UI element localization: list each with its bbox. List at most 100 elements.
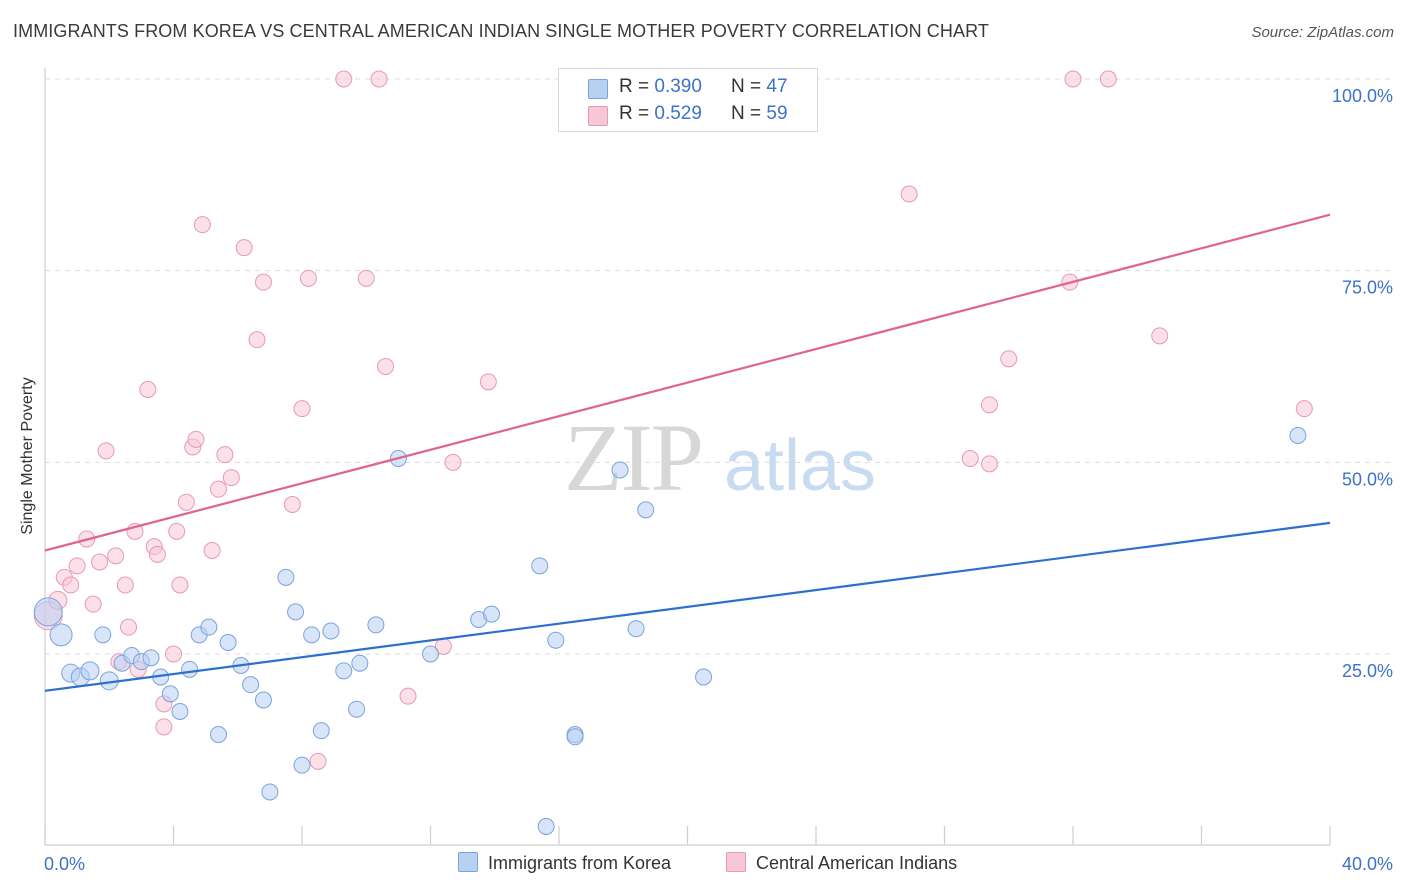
bottom-legend-korea: Immigrants from Korea bbox=[458, 852, 671, 874]
chart-title: IMMIGRANTS FROM KOREA VS CENTRAL AMERICA… bbox=[13, 21, 989, 41]
cai-point bbox=[479, 373, 497, 391]
grid-lines bbox=[45, 78, 1392, 655]
korea-point bbox=[254, 691, 272, 709]
cai-point bbox=[961, 450, 979, 467]
cai-point bbox=[84, 595, 102, 613]
bottom-legend-swatch-cai bbox=[726, 852, 746, 872]
cai-point bbox=[62, 576, 80, 594]
x-tick-label: 0.0% bbox=[44, 854, 85, 874]
korea-point bbox=[161, 685, 179, 703]
cai-point bbox=[399, 687, 417, 705]
legend-swatch-cai bbox=[588, 106, 608, 126]
korea-point bbox=[219, 634, 237, 651]
cai-point bbox=[248, 331, 266, 349]
bottom-legend-label-cai: Central American Indians bbox=[756, 853, 958, 873]
korea-point bbox=[566, 728, 584, 746]
cai-point bbox=[900, 185, 918, 203]
legend-n-cai: N = 59 bbox=[731, 103, 788, 124]
y-tick-label: 75.0% bbox=[1342, 278, 1393, 298]
cai-point bbox=[148, 545, 166, 563]
cai-point bbox=[116, 576, 134, 594]
axes bbox=[44, 68, 1331, 846]
cai-point bbox=[309, 752, 327, 770]
korea-point bbox=[367, 616, 385, 634]
x-tick-label: 40.0% bbox=[1342, 854, 1393, 874]
cai-point bbox=[68, 557, 86, 575]
bottom-legend-swatch-korea bbox=[458, 852, 478, 872]
y-tick-label: 50.0% bbox=[1342, 469, 1393, 489]
cai-point bbox=[177, 493, 195, 511]
korea-point bbox=[1289, 427, 1307, 444]
korea-point bbox=[171, 703, 189, 720]
watermark-zip: ZIP bbox=[564, 404, 702, 511]
korea-point bbox=[537, 818, 555, 835]
korea-point bbox=[242, 676, 260, 694]
cai-point bbox=[1064, 70, 1082, 88]
legend-r-korea: R = 0.390 bbox=[619, 76, 702, 97]
cai-point bbox=[107, 547, 125, 565]
cai-point bbox=[335, 70, 353, 88]
bottom-legend-cai: Central American Indians bbox=[726, 852, 957, 874]
cai-point bbox=[1151, 327, 1169, 345]
korea-point bbox=[293, 756, 311, 774]
korea-point bbox=[33, 597, 63, 627]
cai-point bbox=[370, 70, 388, 88]
cai-point bbox=[235, 239, 253, 257]
korea-point bbox=[200, 618, 218, 636]
cai-point bbox=[120, 618, 138, 636]
korea-point bbox=[627, 620, 645, 638]
legend-n-korea: N = 47 bbox=[731, 76, 788, 97]
cai-point bbox=[444, 453, 462, 471]
korea-point bbox=[611, 461, 629, 479]
correlation-legend: R = 0.390 N = 47 R = 0.529 N = 59 bbox=[558, 68, 818, 132]
korea-point bbox=[142, 649, 160, 667]
korea-point bbox=[303, 626, 321, 644]
korea-point bbox=[637, 501, 655, 519]
cai-point bbox=[283, 496, 301, 513]
korea-point bbox=[531, 557, 549, 575]
cai-point bbox=[216, 446, 234, 464]
legend-r-cai: R = 0.529 bbox=[619, 103, 702, 124]
cai-point bbox=[203, 542, 221, 559]
cai-point bbox=[139, 381, 157, 398]
cai-point bbox=[980, 396, 998, 414]
korea-point bbox=[94, 626, 112, 644]
trend-line-cai bbox=[44, 213, 1331, 552]
cai-point bbox=[171, 576, 189, 594]
series-immigrants-from-korea bbox=[33, 427, 1307, 835]
korea-point bbox=[483, 605, 501, 623]
cai-point bbox=[357, 269, 375, 287]
korea-point bbox=[335, 662, 353, 680]
cai-point bbox=[1099, 70, 1117, 88]
cai-point bbox=[91, 553, 109, 571]
legend-row-cai: R = 0.529 N = 59 bbox=[559, 100, 817, 128]
tick-labels: 25.0% 50.0% 75.0% 100.0% 0.0% 40.0% bbox=[44, 86, 1393, 874]
korea-point bbox=[312, 722, 330, 740]
korea-point bbox=[80, 661, 100, 681]
bottom-legend-label-korea: Immigrants from Korea bbox=[488, 853, 672, 873]
korea-point bbox=[322, 622, 340, 640]
korea-point bbox=[287, 603, 305, 621]
korea-point bbox=[49, 623, 73, 647]
cai-point bbox=[209, 480, 227, 498]
korea-point bbox=[351, 654, 369, 672]
cai-point bbox=[254, 273, 272, 291]
korea-point bbox=[277, 568, 295, 586]
cai-point bbox=[980, 455, 998, 473]
cai-point bbox=[187, 430, 205, 448]
korea-point bbox=[422, 645, 439, 663]
cai-point bbox=[377, 358, 395, 375]
cai-point bbox=[293, 400, 311, 418]
source-label: Source: ZipAtlas.com bbox=[1251, 24, 1394, 41]
cai-point bbox=[97, 442, 115, 460]
cai-point bbox=[299, 269, 317, 287]
cai-point bbox=[168, 522, 186, 540]
korea-point bbox=[547, 631, 565, 649]
korea-point bbox=[209, 726, 227, 743]
korea-point bbox=[261, 783, 279, 801]
cai-point bbox=[222, 469, 240, 487]
trend-lines bbox=[44, 213, 1331, 692]
korea-point bbox=[348, 700, 366, 718]
cai-point bbox=[193, 216, 211, 234]
